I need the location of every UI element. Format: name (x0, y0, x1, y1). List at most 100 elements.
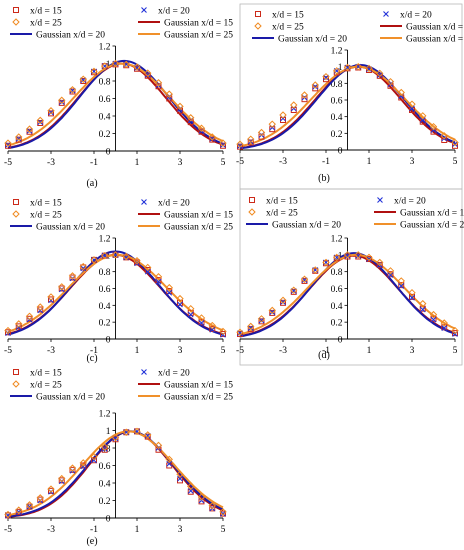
data-point-diamond (376, 258, 384, 267)
data-point-square (58, 99, 65, 106)
data-point-cross (15, 508, 22, 515)
data-point-square (312, 85, 319, 92)
y-tick-label: 0.8 (99, 78, 111, 88)
data-point-cross (166, 460, 173, 467)
y-tick-label: 0.2 (99, 319, 111, 329)
y-tick-label: 1.2 (99, 235, 111, 245)
data-point-diamond (154, 273, 163, 281)
x-tick-label: -1 (322, 346, 330, 356)
panel-label: (d) (318, 350, 330, 361)
data-point-cross (101, 445, 108, 452)
data-point-square (398, 282, 405, 289)
x-tick-label: 3 (178, 158, 183, 168)
legend-marker-stroke-b (141, 369, 147, 375)
legend-label: x/d = 25 (272, 23, 304, 33)
gaussian-curve (7, 62, 224, 147)
y-tick-label: 0 (106, 336, 111, 346)
data-point-square (37, 496, 44, 503)
data-point-diamond (408, 289, 416, 297)
data-point-diamond (122, 60, 130, 69)
data-point-diamond (176, 294, 184, 303)
data-point-square (220, 510, 226, 517)
data-point-diamond (176, 102, 184, 111)
data-point-square (155, 83, 162, 90)
y-tick-label: 1.2 (99, 410, 111, 420)
legend-label: Gaussian x/d = 25 (406, 35, 464, 45)
gaussian-curve (239, 65, 456, 148)
data-point-cross (419, 306, 426, 313)
x-tick-label: 1 (135, 346, 140, 356)
data-point-diamond (333, 67, 341, 75)
x-tick-label: -3 (47, 525, 55, 535)
panel-label: (e) (86, 536, 97, 547)
x-tick-label: 5 (221, 525, 226, 535)
data-point-cross-stroke-b (452, 141, 458, 148)
x-tick-label: 3 (410, 157, 415, 167)
data-point-diamond (36, 303, 44, 311)
data-point-diamond (144, 431, 152, 439)
x-tick-label: -3 (47, 346, 55, 356)
data-point-square (48, 110, 54, 117)
x-tick-label: 5 (453, 157, 458, 167)
legend-marker-stroke-b (377, 197, 383, 203)
y-tick-label: 0.8 (99, 268, 111, 278)
data-point-diamond (300, 91, 309, 99)
legend-label: x/d = 20 (158, 199, 190, 209)
data-point-cross-stroke-b (187, 311, 194, 318)
data-point-cross (376, 72, 383, 78)
data-point-cross (155, 278, 162, 285)
legend-marker (12, 18, 20, 26)
data-point-square (355, 253, 362, 260)
data-point-cross-stroke-b (312, 83, 319, 90)
data-point-cross-stroke-b (26, 127, 33, 134)
data-point-diamond (187, 114, 195, 122)
data-point-cross-stroke-b (187, 487, 194, 494)
x-tick-label: 5 (221, 158, 226, 168)
legend: x/d = 15 x/d = 20 x/d = 25 Gaussian x/d = 1… (252, 11, 464, 45)
data-point-cross-stroke-b (430, 316, 437, 323)
data-point-diamond (101, 251, 109, 260)
data-point-cross-stroke-b (15, 135, 22, 142)
data-point-square (187, 309, 194, 316)
data-point-diamond (236, 328, 244, 336)
data-point-cross-stroke-b (166, 460, 173, 467)
data-point-square (220, 330, 226, 337)
data-point-square (209, 505, 216, 512)
data-point-diamond (386, 267, 395, 275)
data-point-square (269, 309, 276, 316)
y-tick-label: 0.4 (99, 113, 111, 123)
data-point-diamond (451, 138, 459, 147)
data-point-cross-stroke-b (269, 309, 276, 315)
panel-c: x/d = 15 x/d = 20 x/d = 25 Gaussian x/d = 1… (4, 199, 233, 365)
legend-label: Gaussian x/d = 25 (164, 223, 233, 233)
data-point-square (441, 324, 448, 331)
data-point-cross (237, 142, 243, 149)
x-tick-label: 5 (221, 346, 226, 356)
data-point-cross (430, 316, 437, 323)
data-point-cross-stroke-b (209, 135, 216, 142)
data-point-diamond (429, 122, 438, 131)
data-point-cross (409, 294, 415, 301)
data-point-square (5, 329, 11, 336)
data-point-diamond (343, 63, 352, 72)
data-point-diamond (365, 64, 373, 73)
data-point-cross (177, 475, 183, 482)
data-point-diamond (257, 315, 266, 323)
data-point-diamond (429, 310, 438, 319)
y-tick-label: 0.4 (331, 113, 343, 123)
legend-label: Gaussian x/d = 25 (400, 221, 464, 231)
data-point-square (15, 508, 22, 515)
data-point-cross-stroke-b (409, 294, 415, 301)
data-point-square (247, 325, 254, 332)
data-point-cross (144, 71, 151, 78)
y-tick-label: 1 (338, 63, 343, 73)
data-point-diamond (4, 139, 12, 147)
data-point-diamond (376, 69, 384, 78)
data-point-diamond (47, 485, 55, 493)
data-point-diamond (122, 252, 130, 261)
y-tick-label: 1.2 (99, 43, 111, 53)
data-point-diamond (300, 275, 309, 283)
x-tick-label: -1 (90, 346, 98, 356)
data-point-diamond (47, 293, 55, 301)
